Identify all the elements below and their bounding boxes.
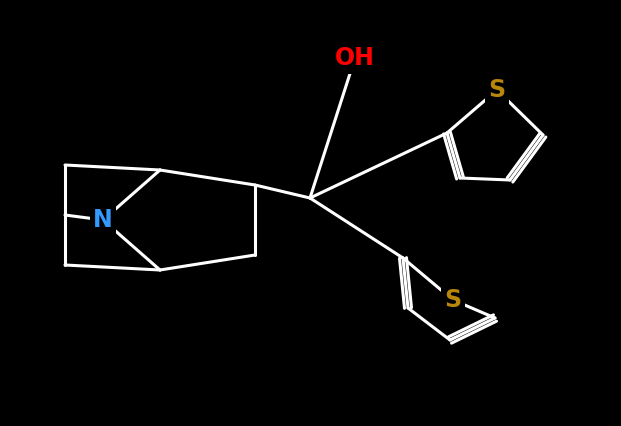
Text: S: S [445, 288, 461, 312]
Text: S: S [489, 78, 505, 102]
Text: N: N [93, 208, 113, 232]
Text: OH: OH [335, 46, 375, 70]
